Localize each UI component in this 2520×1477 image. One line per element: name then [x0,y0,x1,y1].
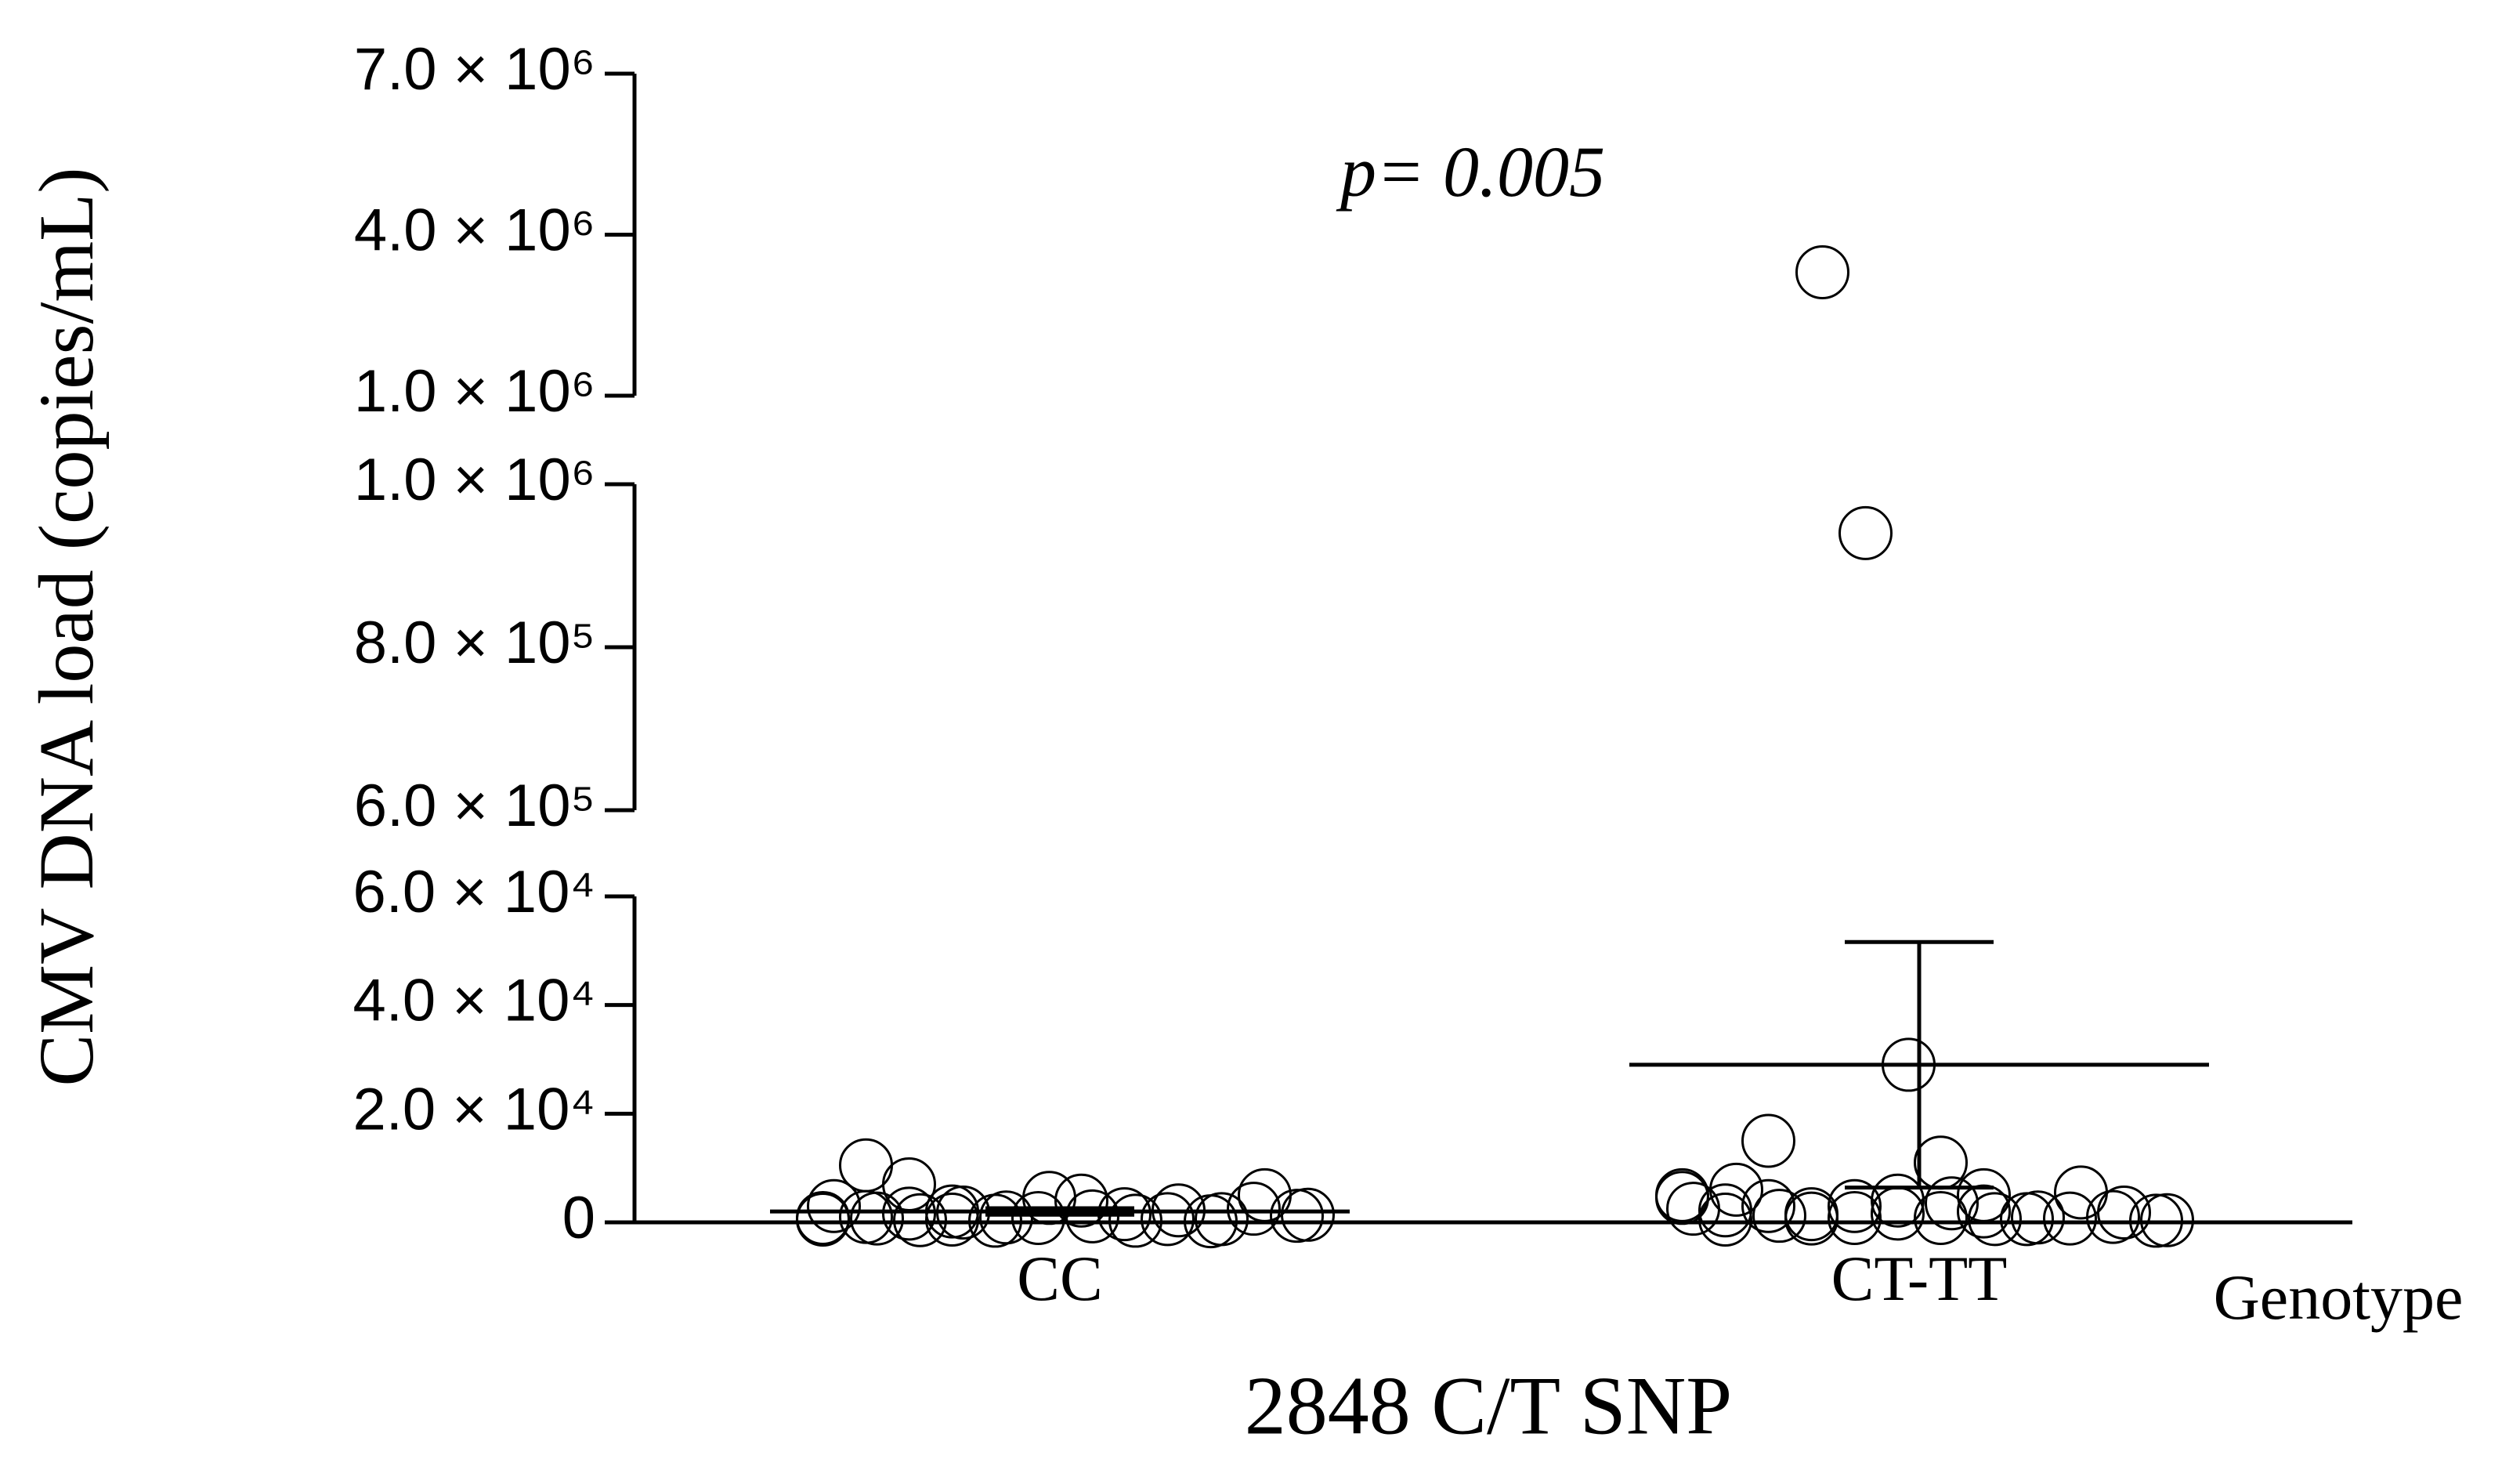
y-tick-label: 1.0 × 10⁶ [354,447,595,513]
y-tick-label: 2.0 × 10⁴ [353,1076,595,1142]
y-tick-label: 7.0 × 10⁶ [354,36,595,103]
data-point [1828,1178,1882,1233]
y-tick-label: 0 [562,1185,595,1251]
data-point [1270,1189,1324,1244]
data-point [2097,1186,2151,1240]
data-point [839,1138,893,1193]
data-point [2011,1190,2065,1245]
y-tick-label: 8.0 × 10⁵ [354,610,595,676]
y-tick-label: 6.0 × 10⁴ [353,859,595,925]
data-point [850,1191,904,1246]
data-point [1698,1193,1752,1247]
y-tick-label: 1.0 × 10⁶ [354,358,595,425]
data-point [1054,1173,1108,1228]
data-point [1784,1191,1838,1246]
data-point [1795,244,1849,299]
x-tick-label: CT-TT [1831,1243,2008,1314]
data-point [1914,1190,1968,1245]
data-point [796,1190,850,1245]
data-point [1871,1173,1925,1228]
data-point [1838,505,1893,560]
data-point [807,1178,861,1233]
y-tick-label: 4.0 × 10⁴ [353,968,595,1034]
y-tick-label: 4.0 × 10⁶ [354,197,595,264]
data-point [1752,1189,1806,1244]
data-point [893,1193,947,1247]
data-point [1828,1190,1882,1245]
data-point [882,1186,936,1241]
data-point [1108,1193,1162,1248]
data-point [1655,1171,1709,1225]
data-point [1741,1113,1795,1168]
data-point [1957,1167,2011,1222]
data-point [1227,1182,1281,1236]
y-tick-label: 6.0 × 10⁵ [354,773,595,839]
x-axis-label: 2848 C/T SNP [1245,1359,1732,1451]
data-point [2043,1191,2097,1246]
data-point [1195,1192,1249,1247]
y-axis-label: CMV DNA load (copies/mL) [23,167,110,1086]
data-point [1281,1187,1335,1242]
data-point [925,1193,979,1247]
data-point [1141,1192,1195,1247]
x-tick-label: CC [1017,1243,1102,1314]
data-point [2129,1193,2183,1248]
data-point [1741,1178,1795,1233]
data-point [1698,1183,1752,1238]
data-point [1925,1176,1979,1231]
x-axis-title: Genotype [2214,1262,2464,1333]
data-point [2140,1193,2194,1247]
p-value: p= 0.005 [1336,132,1605,212]
data-point [1968,1192,2022,1247]
